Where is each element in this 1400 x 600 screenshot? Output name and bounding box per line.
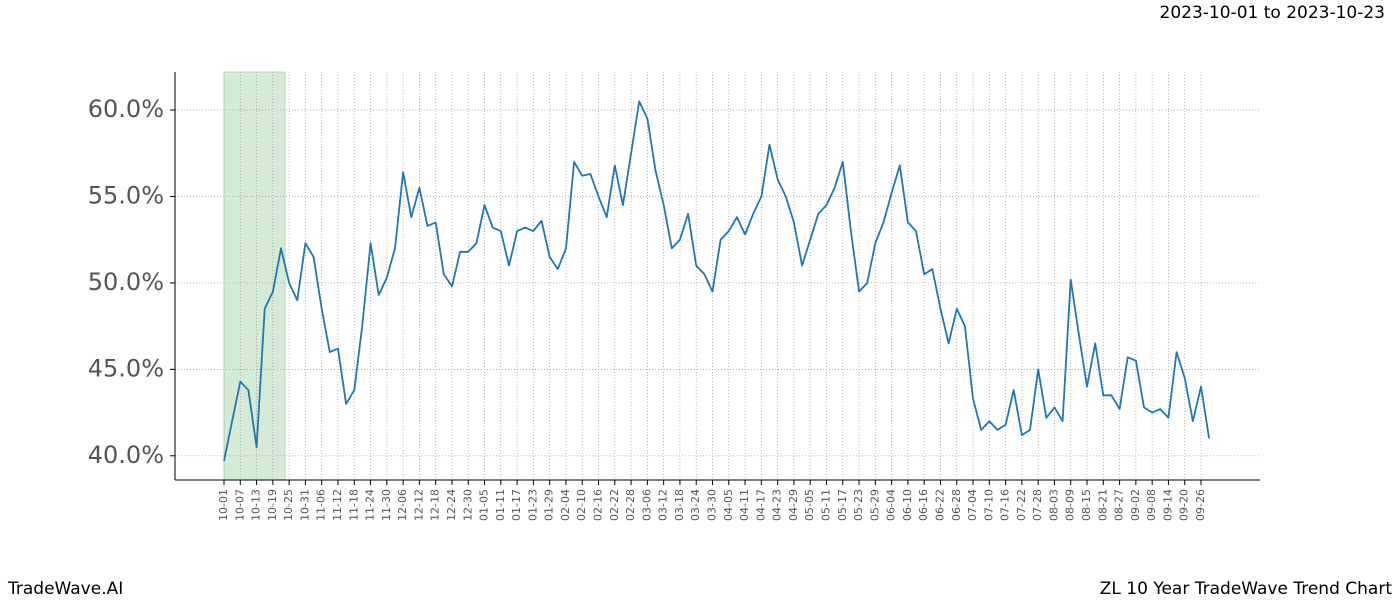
x-tick-label: 06-28 — [950, 489, 963, 521]
x-tick-label: 10-25 — [282, 489, 295, 521]
x-tick-label: 11-12 — [331, 489, 344, 521]
x-tick-label: 11-30 — [380, 489, 393, 521]
x-tick-label: 02-22 — [608, 489, 621, 521]
x-tick-label: 05-23 — [852, 489, 865, 521]
x-tick-label: 01-17 — [510, 489, 523, 521]
x-tick-label: 05-29 — [868, 489, 881, 521]
x-tick-label: 11-24 — [364, 489, 377, 521]
x-tick-label: 06-16 — [917, 489, 930, 521]
x-tick-label: 03-30 — [706, 489, 719, 521]
y-tick-label: 45.0% — [88, 354, 164, 382]
x-tick-label: 10-13 — [250, 489, 263, 521]
x-tick-label: 02-10 — [575, 489, 588, 521]
x-tick-label: 12-30 — [461, 489, 474, 521]
x-tick-label: 04-17 — [754, 489, 767, 521]
x-tick-label: 05-11 — [819, 489, 832, 521]
x-tick-label: 10-19 — [266, 489, 279, 521]
x-tick-label: 12-24 — [445, 489, 458, 521]
x-tick-label: 10-31 — [298, 489, 311, 521]
x-tick-label: 08-27 — [1113, 489, 1126, 521]
x-tick-label: 07-10 — [982, 489, 995, 521]
x-tick-label: 07-28 — [1031, 489, 1044, 521]
y-tick-label: 60.0% — [88, 95, 164, 123]
y-tick-label: 50.0% — [88, 268, 164, 296]
x-tick-label: 05-17 — [836, 489, 849, 521]
x-tick-label: 03-24 — [689, 489, 702, 521]
trend-line — [223, 100, 1210, 462]
x-tick-label: 05-05 — [803, 489, 816, 521]
x-tick-label: 08-03 — [1047, 489, 1060, 521]
y-tick-label: 40.0% — [88, 441, 164, 469]
x-tick-label: 11-06 — [315, 489, 328, 521]
brand: TradeWave.AI — [7, 579, 123, 599]
x-tick-label: 01-23 — [526, 489, 539, 521]
y-tick-label: 55.0% — [88, 181, 164, 209]
x-tick-label: 11-18 — [347, 489, 360, 521]
x-tick-label: 09-20 — [1178, 489, 1191, 521]
x-tick-label: 01-29 — [543, 489, 556, 521]
x-tick-label: 12-06 — [396, 489, 409, 521]
x-tick-label: 03-06 — [640, 489, 653, 521]
x-tick-label: 02-04 — [559, 489, 572, 521]
x-tick-label: 06-04 — [885, 489, 898, 521]
x-tick-label: 04-11 — [738, 489, 751, 521]
x-tick-label: 08-09 — [1064, 489, 1077, 521]
x-tick-label: 09-26 — [1194, 489, 1207, 521]
x-tick-label: 03-18 — [673, 489, 686, 521]
x-tick-label: 04-23 — [771, 489, 784, 521]
x-tick-label: 08-15 — [1080, 489, 1093, 521]
x-tick-label: 07-16 — [999, 489, 1012, 521]
x-tick-label: 07-04 — [966, 489, 979, 521]
x-tick-label: 06-22 — [933, 489, 946, 521]
x-tick-label: 12-18 — [429, 489, 442, 521]
x-tick-label: 10-01 — [217, 489, 230, 521]
x-tick-label: 02-28 — [624, 489, 637, 521]
x-tick-label: 09-02 — [1129, 489, 1142, 521]
x-tick-label: 09-14 — [1161, 489, 1174, 521]
x-tick-label: 04-05 — [722, 489, 735, 521]
x-tick-label: 12-12 — [412, 489, 425, 521]
x-tick-label: 08-21 — [1096, 489, 1109, 521]
x-tick-label: 02-16 — [592, 489, 605, 521]
x-tick-label: 06-10 — [901, 489, 914, 521]
x-tick-label: 07-22 — [1015, 489, 1028, 521]
x-tick-label: 01-11 — [494, 489, 507, 521]
date-range: 2023-10-01 to 2023-10-23 — [1160, 3, 1385, 23]
x-tick-label: 09-08 — [1145, 489, 1158, 521]
x-tick-label: 10-07 — [233, 489, 246, 521]
chart-title: ZL 10 Year TradeWave Trend Chart — [1100, 579, 1393, 599]
x-tick-label: 03-12 — [657, 489, 670, 521]
x-tick-label: 01-05 — [478, 489, 491, 521]
x-tick-label: 04-29 — [787, 489, 800, 521]
